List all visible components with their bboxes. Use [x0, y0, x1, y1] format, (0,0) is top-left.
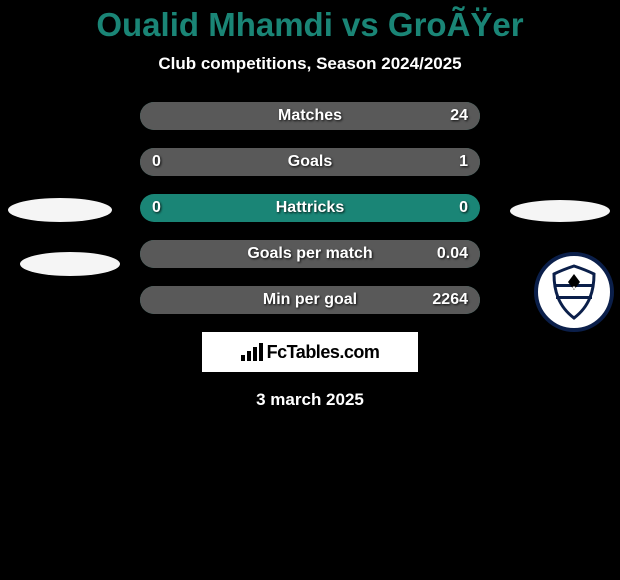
left-team-badge-1 — [8, 198, 112, 222]
stat-right-value: 2264 — [432, 286, 468, 314]
brand-text: FcTables.com — [267, 342, 380, 363]
stat-row: 0Goals1 — [140, 148, 480, 176]
bars-icon — [241, 343, 263, 361]
stat-label: Goals — [140, 148, 480, 176]
date-line: 3 march 2025 — [0, 390, 620, 410]
stat-right-value: 24 — [450, 102, 468, 130]
stat-right-value: 0 — [459, 194, 468, 222]
comparison-subtitle: Club competitions, Season 2024/2025 — [0, 54, 620, 74]
date-text: 3 march 2025 — [256, 390, 364, 409]
arminia-crest-icon: A — [544, 262, 604, 322]
stat-row: 0Hattricks0 — [140, 194, 480, 222]
subtitle-text: Club competitions, Season 2024/2025 — [158, 54, 461, 73]
title-text: Oualid Mhamdi vs GroÃŸer — [96, 6, 523, 43]
stat-label: Matches — [140, 102, 480, 130]
right-team-badge-1 — [510, 200, 610, 222]
stats-table: Matches240Goals10Hattricks0Goals per mat… — [140, 102, 480, 314]
stat-right-value: 1 — [459, 148, 468, 176]
brand-box[interactable]: FcTables.com — [202, 332, 418, 372]
stat-right-value: 0.04 — [437, 240, 468, 268]
right-team-badge-arminia: A — [534, 252, 614, 332]
stat-row: Goals per match0.04 — [140, 240, 480, 268]
comparison-title: Oualid Mhamdi vs GroÃŸer — [0, 0, 620, 44]
stat-label: Min per goal — [140, 286, 480, 314]
stat-label: Hattricks — [140, 194, 480, 222]
stat-row: Min per goal2264 — [140, 286, 480, 314]
stat-label: Goals per match — [140, 240, 480, 268]
left-team-badge-2 — [20, 252, 120, 276]
stat-row: Matches24 — [140, 102, 480, 130]
arminia-letter: A — [570, 284, 579, 298]
